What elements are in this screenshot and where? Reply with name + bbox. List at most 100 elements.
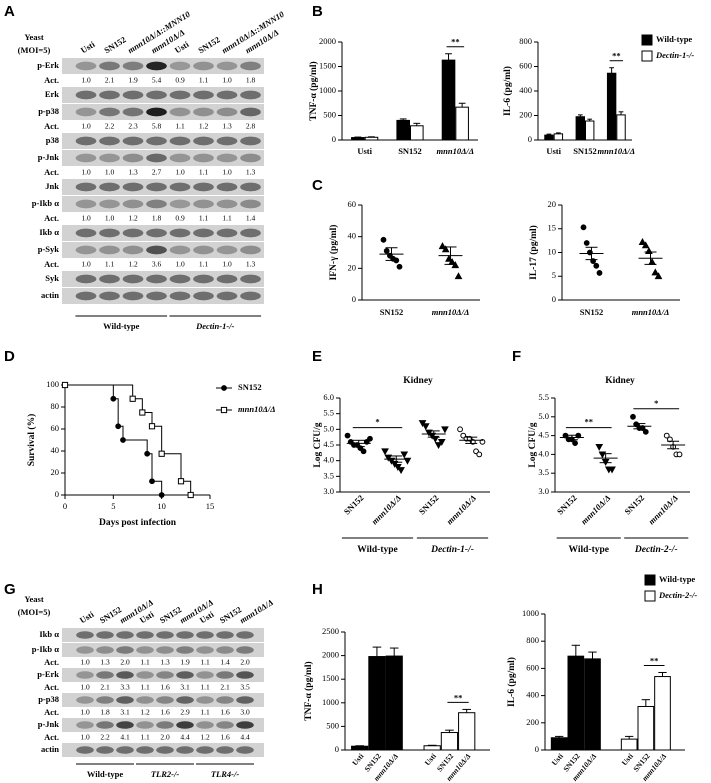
act-value: 1.0 bbox=[81, 214, 91, 223]
blot-band bbox=[169, 274, 191, 284]
blot-band bbox=[236, 721, 254, 729]
act-value: 1.3 bbox=[100, 658, 110, 667]
row-label: p-Ikb α bbox=[32, 198, 59, 208]
row-label: p38 bbox=[46, 135, 59, 145]
bar bbox=[423, 745, 441, 751]
act-value: 1.2 bbox=[128, 214, 138, 223]
x-tick-label: Usti bbox=[357, 146, 372, 156]
row-label: Ikb α bbox=[39, 227, 59, 237]
y-tick-label: 400 bbox=[526, 690, 539, 700]
act-label: Act. bbox=[44, 707, 59, 717]
group-label: Wild-type bbox=[103, 321, 139, 331]
blot-band bbox=[196, 631, 214, 639]
blot-band bbox=[136, 746, 154, 754]
blot-band bbox=[96, 671, 114, 679]
x-tick-label: mnn10Δ/Δ bbox=[369, 493, 403, 527]
act-value: 2.7 bbox=[152, 168, 162, 177]
y-tick-label: 1000 bbox=[319, 85, 336, 95]
blot-band bbox=[122, 136, 144, 146]
act-value: 1.0 bbox=[80, 658, 90, 667]
blot-header: (MOI=5) bbox=[18, 607, 51, 617]
data-point bbox=[360, 448, 367, 455]
act-value: 1.6 bbox=[160, 708, 170, 717]
chart-title: Kidney bbox=[403, 376, 433, 386]
y-axis-label: TNF-α (pg/ml) bbox=[308, 61, 319, 120]
data-point bbox=[583, 240, 590, 246]
blot-band bbox=[116, 631, 134, 639]
x-tick-label: SN152 bbox=[342, 493, 366, 517]
x-tick-label: mnn10Δ/Δ bbox=[579, 493, 613, 527]
x-tick-label: mnn10Δ/Δ bbox=[646, 493, 680, 527]
panel-letter: F bbox=[512, 348, 521, 365]
blot-band bbox=[136, 631, 154, 639]
data-point bbox=[642, 428, 649, 435]
act-value: 1.1 bbox=[105, 260, 115, 269]
y-tick-label: 600 bbox=[526, 662, 539, 672]
blot-band bbox=[193, 90, 214, 100]
row-label: p-Erk bbox=[37, 60, 59, 70]
blot-band bbox=[99, 228, 120, 238]
act-value: 4.4 bbox=[240, 733, 250, 742]
data-point bbox=[400, 451, 409, 459]
blot-band bbox=[75, 107, 97, 117]
group-label: Wild-type bbox=[87, 769, 123, 779]
act-value: 1.0 bbox=[105, 168, 115, 177]
group-label: Wild-type bbox=[569, 545, 609, 555]
data-point bbox=[638, 238, 647, 245]
group-label: TLR2-/- bbox=[151, 769, 179, 779]
x-tick-label: SN152 bbox=[573, 146, 597, 156]
act-value: 1.8 bbox=[246, 76, 256, 85]
y-tick-label: 3.5 bbox=[538, 467, 549, 477]
bar bbox=[585, 120, 595, 141]
blot-band bbox=[156, 721, 174, 729]
x-tick-label: mnn10Δ/Δ bbox=[598, 146, 636, 156]
blot-band bbox=[216, 631, 234, 639]
blot-band bbox=[236, 696, 254, 704]
blot-band bbox=[216, 107, 238, 117]
blot-band bbox=[146, 291, 167, 301]
panel-letter: C bbox=[312, 177, 323, 194]
act-value: 1.0 bbox=[81, 260, 91, 269]
blot-band bbox=[176, 746, 194, 754]
data-point bbox=[383, 248, 390, 254]
data-point bbox=[441, 426, 449, 434]
data-point bbox=[641, 241, 650, 249]
act-value: 1.0 bbox=[105, 214, 115, 223]
blot-band bbox=[146, 199, 167, 209]
data-point bbox=[663, 432, 670, 439]
data-point bbox=[476, 451, 483, 458]
act-value: 1.1 bbox=[199, 168, 209, 177]
row-label: p-Jnk bbox=[38, 719, 60, 729]
bar bbox=[458, 712, 476, 751]
blot-band bbox=[240, 107, 261, 117]
blot-header: (MOI=5) bbox=[18, 45, 51, 55]
x-tick-label: 15 bbox=[206, 501, 215, 511]
bar bbox=[654, 676, 671, 751]
bar bbox=[553, 133, 564, 141]
blot-band bbox=[96, 721, 114, 729]
act-value: 1.8 bbox=[100, 708, 110, 717]
blot-band bbox=[136, 696, 154, 704]
x-tick-label: SN152 bbox=[622, 493, 646, 517]
y-tick-label: 200 bbox=[519, 109, 532, 119]
bar bbox=[351, 137, 365, 141]
data-point bbox=[397, 467, 405, 475]
blot-band bbox=[122, 61, 144, 71]
legend-swatch bbox=[644, 590, 656, 602]
act-value: 2.1 bbox=[220, 683, 230, 692]
blot-band bbox=[116, 696, 134, 704]
y-tick-label: 20 bbox=[348, 262, 357, 272]
bar bbox=[637, 705, 655, 751]
lane-label: mnn10Δ/Δ bbox=[238, 597, 275, 625]
group-label: Dectin-1-/- bbox=[430, 545, 474, 555]
act-value: 5.4 bbox=[152, 76, 162, 85]
significance-label: ** bbox=[612, 51, 621, 61]
act-value: 1.0 bbox=[222, 76, 232, 85]
blot-band bbox=[240, 228, 261, 238]
data-point bbox=[381, 448, 389, 456]
blot-band bbox=[176, 671, 194, 679]
x-tick-label: SN152 bbox=[580, 307, 604, 317]
data-point bbox=[149, 478, 155, 485]
blot-band bbox=[240, 291, 261, 301]
legend-marker bbox=[221, 385, 227, 391]
